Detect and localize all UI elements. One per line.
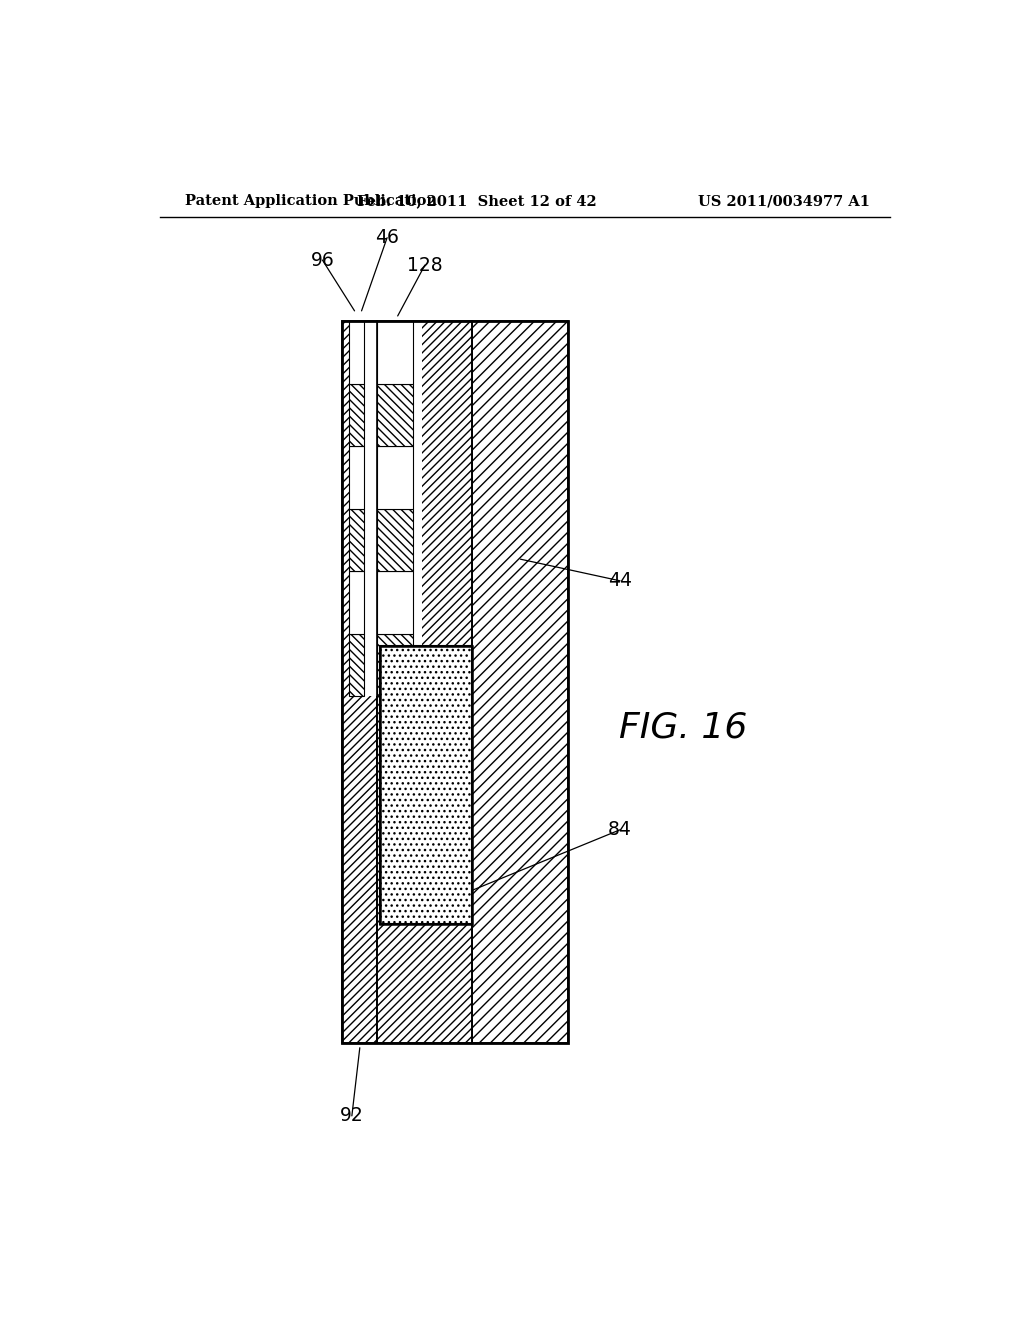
Bar xyxy=(380,645,472,924)
Bar xyxy=(348,321,377,696)
Bar xyxy=(348,572,365,634)
Bar xyxy=(377,384,414,446)
Text: 92: 92 xyxy=(340,1106,364,1126)
Text: Feb. 10, 2011  Sheet 12 of 42: Feb. 10, 2011 Sheet 12 of 42 xyxy=(357,194,597,209)
Text: US 2011/0034977 A1: US 2011/0034977 A1 xyxy=(698,194,870,209)
Bar xyxy=(377,321,423,696)
Bar xyxy=(380,645,472,924)
Bar xyxy=(377,508,414,572)
Bar xyxy=(342,321,568,1043)
Bar xyxy=(472,321,568,1043)
Text: 96: 96 xyxy=(310,251,334,269)
Text: Patent Application Publication: Patent Application Publication xyxy=(185,194,437,209)
Text: FIG. 16: FIG. 16 xyxy=(620,710,748,744)
Bar xyxy=(348,384,365,446)
Bar xyxy=(377,321,472,1043)
Text: 128: 128 xyxy=(408,256,442,275)
Text: 84: 84 xyxy=(608,820,632,840)
Bar xyxy=(348,321,365,384)
Bar xyxy=(348,446,365,508)
Bar xyxy=(380,645,472,924)
Text: 46: 46 xyxy=(375,228,399,247)
Bar xyxy=(377,446,414,508)
Bar xyxy=(342,321,377,1043)
Bar xyxy=(377,634,414,696)
Bar xyxy=(377,321,414,384)
Bar xyxy=(348,508,365,572)
Bar xyxy=(377,572,414,634)
Bar xyxy=(472,321,568,1043)
Bar xyxy=(348,634,365,696)
Text: 44: 44 xyxy=(608,572,632,590)
